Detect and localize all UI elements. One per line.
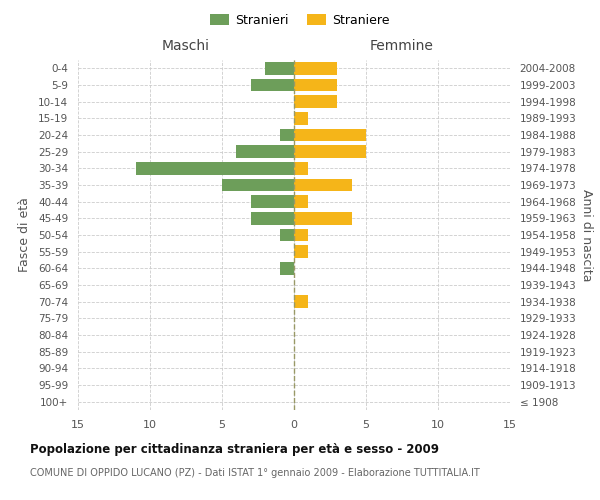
Bar [294,129,366,141]
Bar [294,179,352,192]
Bar [251,79,294,92]
Text: Maschi: Maschi [162,39,210,53]
Text: Popolazione per cittadinanza straniera per età e sesso - 2009: Popolazione per cittadinanza straniera p… [30,442,439,456]
Bar [294,62,337,74]
Bar [136,162,294,174]
Bar [294,212,352,224]
Y-axis label: Fasce di età: Fasce di età [18,198,31,272]
Bar [265,62,294,74]
Bar [294,229,308,241]
Bar [294,296,308,308]
Bar [294,146,366,158]
Bar [294,79,337,92]
Bar [280,129,294,141]
Bar [294,162,308,174]
Bar [280,229,294,241]
Y-axis label: Anni di nascita: Anni di nascita [580,188,593,281]
Bar [294,246,308,258]
Bar [222,179,294,192]
Bar [294,96,337,108]
Legend: Stranieri, Straniere: Stranieri, Straniere [205,8,395,32]
Text: COMUNE DI OPPIDO LUCANO (PZ) - Dati ISTAT 1° gennaio 2009 - Elaborazione TUTTITA: COMUNE DI OPPIDO LUCANO (PZ) - Dati ISTA… [30,468,480,477]
Bar [251,196,294,208]
Bar [251,212,294,224]
Bar [236,146,294,158]
Text: Femmine: Femmine [370,39,434,53]
Bar [280,262,294,274]
Bar [294,112,308,124]
Bar [294,196,308,208]
